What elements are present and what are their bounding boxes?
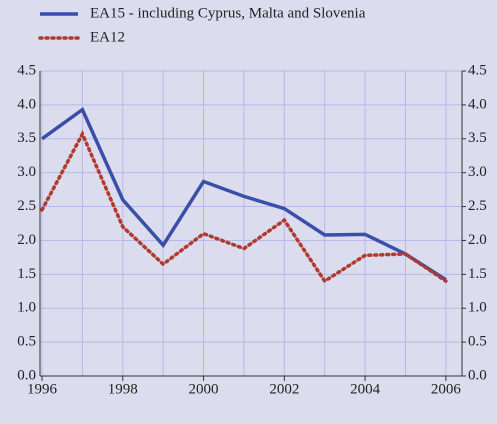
y2-tick-label: 4.0 (468, 96, 487, 112)
x-tick-label: 1996 (27, 381, 58, 397)
legend-label: EA15 - including Cyprus, Malta and Slove… (90, 5, 366, 21)
y-tick-label: 3.0 (17, 164, 36, 180)
y-tick-label: 2.0 (17, 232, 36, 248)
series-line (40, 130, 448, 284)
y-tick-label: 3.5 (17, 130, 36, 146)
y-tick-label: 2.5 (17, 198, 36, 214)
x-tick-label: 2000 (189, 381, 219, 397)
y2-tick-label: 2.0 (468, 232, 487, 248)
x-tick-label: 2006 (431, 381, 462, 397)
y-tick-label: 0.0 (17, 367, 36, 383)
legend-label: EA12 (90, 29, 125, 45)
y2-tick-label: 1.0 (468, 300, 487, 316)
y2-tick-label: 4.5 (468, 62, 487, 78)
x-tick-label: 1998 (108, 381, 138, 397)
series-line (40, 106, 447, 282)
x-tick-label: 2002 (269, 381, 299, 397)
x-tick-label: 2004 (350, 381, 381, 397)
y-tick-label: 1.0 (17, 300, 36, 316)
y2-tick-label: 0.0 (468, 367, 487, 383)
y2-tick-label: 2.5 (468, 198, 487, 214)
y2-tick-label: 1.5 (468, 266, 487, 282)
y2-tick-label: 3.0 (468, 164, 487, 180)
y-tick-label: 1.5 (17, 266, 36, 282)
y2-tick-label: 3.5 (468, 130, 487, 146)
y-tick-label: 4.0 (17, 96, 36, 112)
y2-tick-label: 0.5 (468, 334, 487, 350)
y-tick-label: 4.5 (17, 62, 36, 78)
y-tick-label: 0.5 (17, 334, 36, 350)
